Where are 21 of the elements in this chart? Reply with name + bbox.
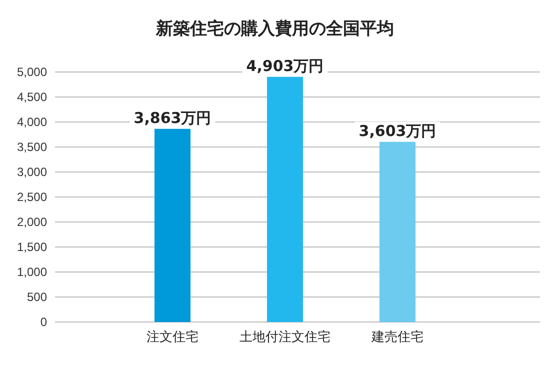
x-tick-label: 土地付注文住宅: [240, 329, 330, 344]
y-tick-label: 500: [26, 290, 48, 304]
y-tick-label: 0: [40, 314, 48, 329]
y-tick-label: 3,000: [16, 164, 48, 179]
y-tick-label: 3,500: [16, 140, 48, 154]
chart-title: 新築住宅の購入費用の全国平均: [155, 19, 394, 39]
bar: [380, 142, 416, 322]
y-tick-label: 4,000: [16, 114, 48, 129]
bar: [267, 76, 303, 322]
y-tick-label: 5,000: [16, 64, 48, 79]
data-label: 3,863万円: [134, 108, 212, 127]
x-tick-label: 建売住宅: [370, 329, 424, 344]
y-tick-label: 1,500: [16, 240, 48, 254]
x-tick-label: 注文住宅: [146, 329, 198, 344]
y-tick-label: 4,500: [16, 90, 48, 104]
y-tick-label: 1,000: [16, 264, 48, 279]
y-tick-label: 2,000: [16, 214, 48, 229]
data-label: 3,603万円: [358, 122, 436, 140]
data-label: 4,903万円: [246, 56, 324, 75]
y-tick-label: 2,500: [16, 190, 48, 204]
bar: [154, 128, 190, 322]
